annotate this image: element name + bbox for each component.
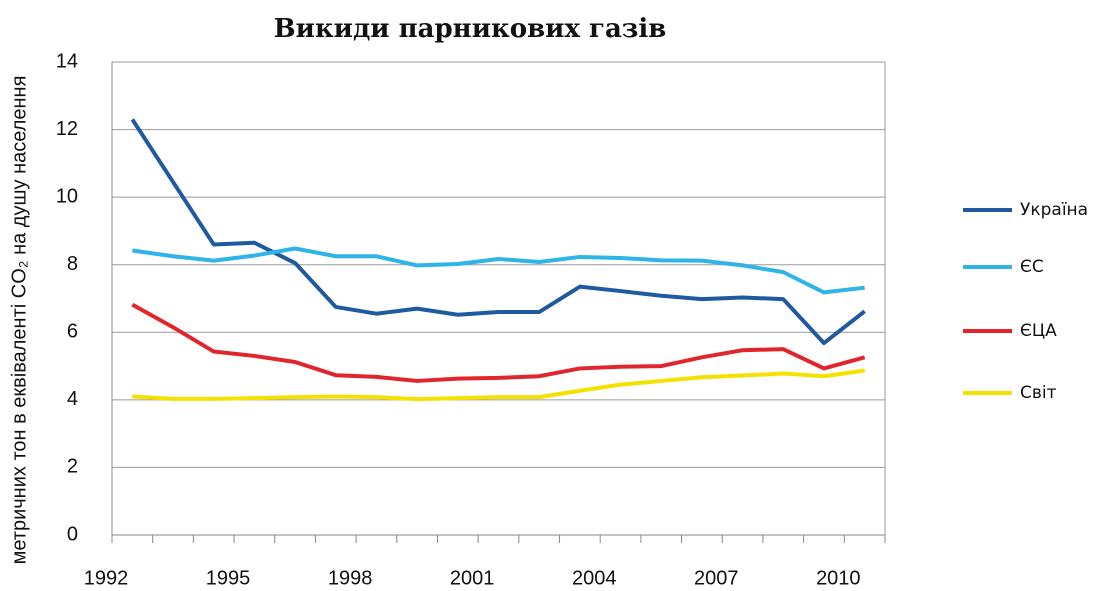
x-tick-label: 1992 — [84, 567, 129, 589]
series-line — [130, 118, 866, 346]
y-tick-label: 2 — [67, 456, 78, 478]
y-tick-label: 12 — [56, 118, 78, 140]
y-axis-label: метричних тон в еквіваленті CO₂ на душу … — [8, 76, 30, 565]
series-line — [132, 368, 865, 402]
y-tick-label: 10 — [56, 185, 78, 207]
series-line — [131, 302, 866, 383]
x-tick-label: 1998 — [328, 567, 373, 589]
legend-label: ЄЦА — [1020, 321, 1057, 341]
x-tick-label: 2004 — [572, 567, 617, 589]
legend-label: Світ — [1020, 383, 1057, 403]
legend-label: ЄС — [1020, 257, 1044, 277]
y-tick-label: 0 — [67, 523, 78, 545]
chart-title: Викиди парникових газів — [274, 14, 667, 44]
x-tick-label: 2007 — [694, 567, 739, 589]
y-tick-label: 4 — [67, 388, 78, 410]
legend-label: Україна — [1020, 200, 1088, 220]
y-tick-label: 14 — [56, 50, 78, 72]
x-tick-label: 2010 — [816, 567, 861, 589]
y-tick-label: 8 — [67, 253, 78, 275]
x-tick-label: 1995 — [206, 567, 251, 589]
y-tick-label: 6 — [67, 321, 78, 343]
x-tick-label: 2001 — [450, 567, 495, 589]
series-line — [132, 246, 865, 295]
